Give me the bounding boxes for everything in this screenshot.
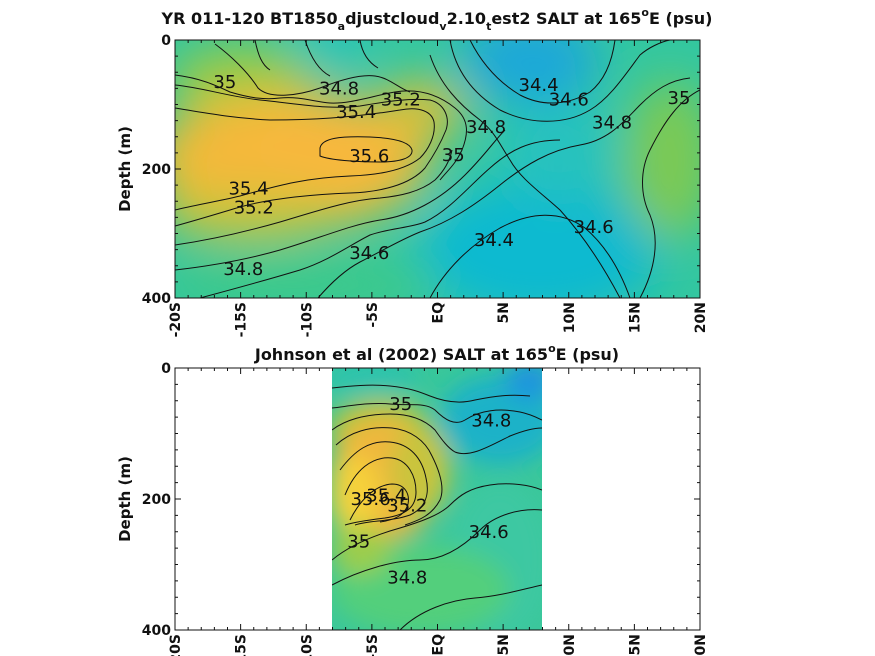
panel2-title: Johnson et al (2002) SALT at 165oE (psu): [254, 342, 619, 364]
y-tick-label: 0: [161, 361, 171, 377]
x-tick-label: -10S: [299, 634, 315, 656]
panel1-y-tick-labels: 0 200 400: [142, 33, 171, 307]
panel2-x-tick-labels: -20S -15S -10S -5S EQ 5N 10N 15N 20N: [168, 634, 709, 656]
panel1-title: YR 011-120 BT1850adjustcloudv2.10test2 S…: [161, 6, 713, 33]
x-tick-label: 15N: [627, 302, 643, 333]
contour-label: 35.6: [349, 146, 389, 167]
y-tick-label: 400: [142, 291, 171, 307]
contour-label: 35: [389, 394, 412, 415]
panel2-contour-labels: 35 34.8 35.635.435.2 34.6 35 34.8: [347, 394, 511, 589]
x-tick-label: 20N: [693, 302, 709, 333]
contour-label: 35.2: [381, 89, 421, 110]
x-tick-label: -5S: [365, 302, 381, 328]
x-tick-label: 15N: [627, 634, 643, 656]
contour-label: 34.8: [592, 113, 632, 134]
y-tick-label: 200: [142, 492, 171, 508]
contour-label: 35: [442, 145, 465, 166]
x-tick-label: -15S: [234, 302, 250, 337]
x-tick-label: -15S: [234, 634, 250, 656]
panel1-ticks: [174, 39, 701, 299]
contour-label: 35.2: [387, 496, 427, 517]
contour-label: 34.4: [519, 75, 559, 96]
panel1-contour-labels: 35 34.835.235.435.6 3534.834.434.634.83535…: [213, 72, 690, 280]
contour-label: 35.6: [351, 489, 391, 510]
contour-label: 35: [213, 72, 236, 93]
contour-label: 34.8: [223, 259, 263, 280]
contour-label: 35.4: [336, 102, 376, 123]
panel2-y-tick-labels: 0 200 400: [142, 361, 171, 639]
contour-label: 35: [347, 532, 370, 553]
contour-label: 34.8: [471, 410, 511, 431]
x-tick-label: 10N: [562, 302, 578, 333]
contour-label: 34.6: [574, 217, 614, 238]
panel2-contours: [332, 384, 542, 630]
x-tick-label: 10N: [562, 634, 578, 656]
contour-label: 35.4: [366, 486, 406, 507]
x-tick-label: 5N: [496, 302, 512, 323]
x-tick-label: -20S: [168, 302, 184, 337]
x-tick-label: 20N: [693, 634, 709, 656]
panel2-colormap: [332, 368, 542, 630]
contour-label: 34.6: [549, 89, 589, 110]
contour-label: 34.8: [466, 117, 506, 138]
contour-label: 34.6: [469, 522, 509, 543]
contour-label: 34.6: [349, 243, 389, 264]
contour-label: 34.4: [474, 230, 514, 251]
y-tick-label: 400: [142, 623, 171, 639]
x-tick-label: 5N: [496, 634, 512, 655]
x-tick-label: EQ: [431, 302, 447, 324]
panel2-y-axis-label: Depth (m): [116, 456, 134, 542]
contour-label: 34.8: [387, 568, 427, 589]
contour-label: 35.4: [228, 178, 268, 199]
y-tick-label: 0: [161, 33, 171, 49]
panel1-y-axis-label: Depth (m): [116, 126, 134, 212]
x-tick-label: -10S: [299, 302, 315, 337]
contour-label: 34.8: [319, 78, 359, 99]
panel1-x-tick-labels: -20S -15S -10S -5S EQ 5N 10N 15N 20N: [168, 302, 709, 337]
contour-label: 35.2: [234, 198, 274, 219]
x-tick-label: EQ: [431, 634, 447, 656]
panel1-contours: [175, 40, 700, 298]
x-tick-label: -20S: [168, 634, 184, 656]
x-tick-label: -5S: [365, 634, 381, 656]
contour-label: 35: [668, 88, 691, 109]
panel2-ticks: [174, 367, 701, 631]
panel1-colormap: [175, 40, 700, 298]
y-tick-label: 200: [142, 162, 171, 178]
